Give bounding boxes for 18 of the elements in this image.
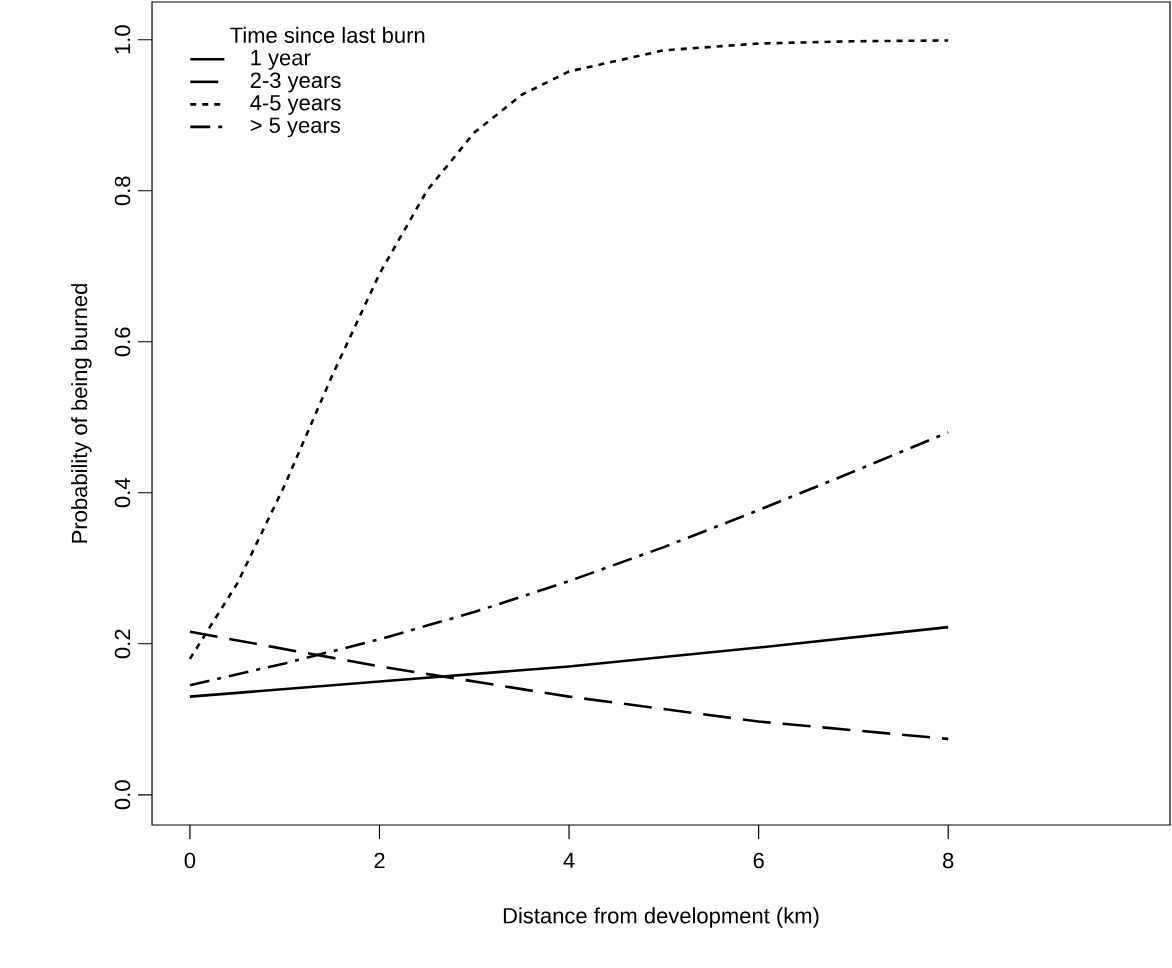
x-tick-label: 4	[563, 852, 575, 868]
legend-title: Time since last burn	[230, 26, 425, 44]
x-tick-label: 8	[943, 852, 954, 869]
x-axis-title: Distance from development (km)	[503, 907, 819, 928]
y-tick-label: 0.2	[114, 629, 131, 659]
y-tick-label: 0.0	[114, 780, 131, 810]
legend-label: 1 year	[251, 50, 311, 70]
legend-label: 2-3 years	[250, 72, 341, 93]
x-tick-label: 2	[374, 852, 385, 869]
x-tick-label: 0	[184, 852, 196, 869]
y-tick-label: 1.0	[114, 25, 131, 54]
y-tick-label: 0.8	[114, 176, 131, 206]
y-tick-label: 0.4	[114, 478, 131, 508]
x-tick-label: 6	[753, 852, 764, 869]
y-axis-title: Probability of being burned	[71, 284, 92, 543]
legend-label: 4-5 years	[250, 95, 341, 115]
y-tick-label: 0.6	[114, 327, 131, 357]
legend-label: > 5 years	[250, 117, 340, 138]
